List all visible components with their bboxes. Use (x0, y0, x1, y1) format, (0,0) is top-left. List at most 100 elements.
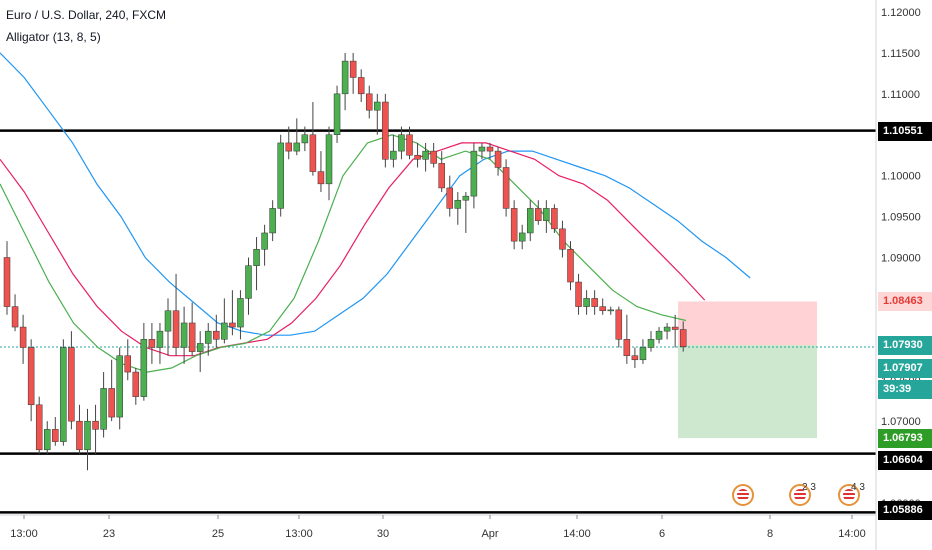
candle (84, 408, 91, 471)
candle-body (180, 322, 188, 348)
candle-body (285, 142, 292, 152)
candle (599, 298, 606, 315)
candle-body (647, 339, 655, 348)
time-tick-label: 25 (212, 528, 224, 540)
price-tag: 1.07930 (878, 336, 932, 355)
candle (438, 151, 445, 193)
price-tick-label: 1.09500 (881, 212, 921, 224)
candle-body (35, 404, 43, 451)
time-tick-label: 13:00 (10, 528, 38, 540)
candle-body (205, 330, 212, 344)
time-tick-label: 13:00 (285, 528, 313, 540)
candle-body (414, 154, 421, 160)
candle-body (422, 150, 429, 160)
candle (414, 142, 421, 168)
candle-body (253, 249, 260, 266)
symbol-title: Euro / U.S. Dollar, 240, FXCM (6, 8, 167, 22)
candle-body (478, 146, 486, 152)
candle-body (470, 150, 478, 197)
candle (132, 367, 140, 405)
candle (398, 126, 405, 160)
candle (333, 85, 341, 143)
candle-body (221, 322, 228, 340)
candle-body (583, 298, 590, 307)
candle-body (164, 310, 172, 332)
candle-body (84, 420, 91, 451)
price-tick-label: 1.11000 (881, 89, 920, 101)
candle (647, 331, 655, 352)
candle-body (486, 146, 494, 152)
candle (478, 142, 486, 160)
candle (551, 204, 558, 233)
candle (76, 404, 83, 454)
time-axis[interactable]: 13:00 23 25 13:00 30 Apr 14:00 6 8 14:00 (10, 515, 866, 540)
axes (0, 0, 877, 550)
candle (462, 192, 470, 233)
candle-body (518, 232, 526, 242)
us-flag-event-icon[interactable] (838, 484, 860, 506)
indicator-label[interactable]: Alligator (13, 8, 5) (6, 30, 101, 44)
candle-body (148, 339, 156, 348)
price-tag: 1.07907 (878, 359, 932, 378)
candle (245, 257, 252, 315)
time-tick-label: 23 (103, 528, 115, 540)
candle-body (277, 142, 284, 209)
event-count: 4 3 (851, 482, 865, 493)
candle (382, 93, 389, 168)
candle-body (671, 326, 679, 330)
candle-body (502, 167, 510, 209)
candle-body (3, 257, 11, 307)
candle (422, 142, 429, 172)
candle-body (213, 330, 220, 340)
price-tag: 1.05886 (878, 501, 932, 520)
us-flag-event-icon[interactable] (732, 484, 754, 506)
candle-body (132, 371, 140, 397)
candle (510, 200, 518, 250)
candle-body (374, 101, 381, 111)
candle-body (19, 326, 27, 348)
candle-body (140, 339, 148, 397)
candle-body (317, 171, 325, 185)
candle (663, 322, 671, 340)
candle-body (639, 347, 647, 361)
candle-body (92, 420, 99, 430)
us-flag-event-icon[interactable] (789, 484, 811, 506)
candle (357, 69, 365, 103)
price-tag: 1.10551 (878, 122, 932, 141)
candle (502, 159, 510, 217)
candle-body (527, 208, 534, 234)
candle (390, 134, 397, 168)
candle (374, 93, 381, 135)
candle-body (494, 150, 502, 168)
candle (27, 339, 35, 422)
time-tick-label: 14:00 (838, 528, 866, 540)
event-count: 2 3 (802, 482, 816, 493)
candle (430, 142, 437, 168)
candle (607, 306, 614, 315)
candle (559, 220, 566, 258)
candle (164, 298, 172, 356)
candle-body (599, 306, 606, 311)
candle-body (390, 150, 397, 160)
candle-body (52, 429, 59, 442)
candle-body (575, 281, 582, 307)
candle (301, 126, 309, 152)
candle-body (406, 134, 413, 156)
candle-body (655, 330, 663, 340)
candle (261, 224, 268, 266)
alligator-jaw-line (0, 52, 751, 336)
price-tick-label: 1.09000 (881, 253, 921, 265)
candle (213, 314, 220, 348)
take-profit-zone (678, 345, 817, 439)
candle (575, 273, 582, 315)
price-tag: 1.06604 (878, 451, 932, 470)
candle-body (100, 388, 107, 430)
candle (527, 200, 534, 242)
candle-body (245, 265, 252, 299)
price-tag: 1.08463 (878, 292, 932, 311)
candle (44, 421, 51, 454)
candle (583, 290, 590, 315)
candle (156, 322, 164, 364)
candle (406, 126, 413, 160)
